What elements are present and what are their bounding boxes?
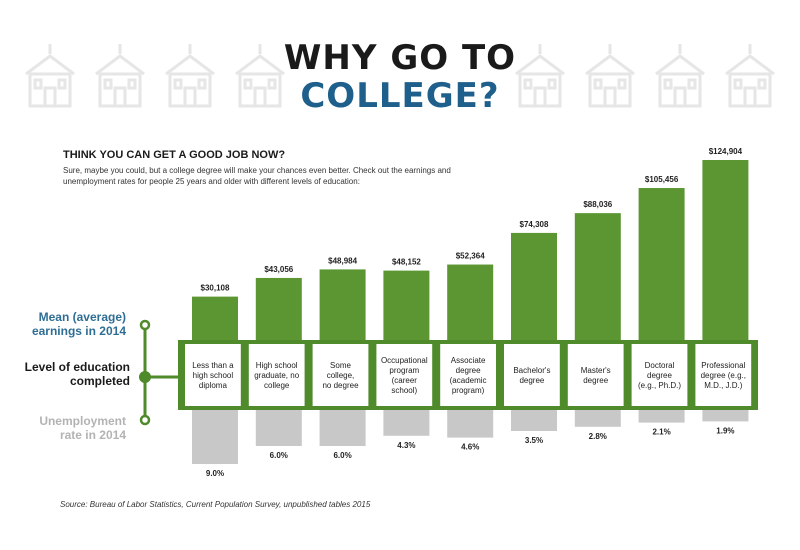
unemployment-bar	[383, 410, 430, 436]
education-category-cell	[504, 344, 560, 406]
unemployment-value-label: 2.8%	[589, 432, 607, 441]
source-note: Source: Bureau of Labor Statistics, Curr…	[60, 500, 371, 509]
education-category-cell	[695, 344, 752, 406]
education-category-cell	[440, 344, 496, 406]
school-building-icon	[725, 44, 775, 108]
earnings-bar	[638, 188, 685, 340]
education-category-cell	[312, 344, 369, 406]
bracket-dot-top	[139, 319, 151, 331]
education-category-cell	[567, 344, 624, 406]
page-title-line2: COLLEGE?	[300, 76, 500, 116]
school-building-icon	[235, 44, 285, 108]
education-category-label: Occupational program (career school)	[381, 356, 428, 395]
education-row-label: Level of education completed	[24, 360, 130, 388]
education-category-cell	[376, 344, 433, 406]
earnings-bar	[255, 277, 302, 340]
unemployment-value-label: 4.3%	[397, 441, 415, 450]
education-category-label: Bachelor's degree	[513, 366, 550, 385]
earnings-bar	[511, 232, 557, 340]
school-building-icon	[25, 44, 75, 108]
education-category-cell	[631, 344, 688, 406]
unemployment-value-label: 6.0%	[333, 451, 351, 460]
unemployment-bar	[192, 410, 238, 464]
school-building-icon	[585, 44, 635, 108]
earnings-value-label: $74,308	[520, 220, 549, 229]
page-title-line1: WHY GO TO	[283, 38, 517, 78]
background-decoration	[0, 40, 800, 120]
earnings-value-label: $124,904	[709, 147, 743, 156]
school-building-icon	[655, 44, 705, 108]
unemployment-bar	[319, 410, 366, 446]
unemployment-value-label: 4.6%	[461, 443, 479, 452]
education-category-label: High school graduate, no college	[254, 361, 299, 390]
education-category-label: Associate degree (academic program)	[450, 356, 487, 395]
unemployment-bar	[447, 410, 494, 438]
unemployment-bar	[511, 410, 557, 431]
subheading: THINK YOU CAN GET A GOOD JOB NOW?	[63, 149, 286, 161]
education-category-label: Master's degree	[581, 366, 611, 385]
education-category-label: Less than a high school diploma	[192, 361, 234, 390]
unemployment-bar	[574, 410, 621, 427]
earnings-value-label: $30,108	[201, 284, 230, 293]
education-category-label: Professional degree (e.g., M.D., J.D.)	[701, 361, 746, 390]
education-category-label: Some college, no degree	[322, 361, 359, 390]
unemployment-row-label: Unemployment rate in 2014	[39, 414, 126, 442]
bracket-dot-middle	[139, 371, 151, 383]
unemployment-bar	[702, 410, 749, 422]
earnings-value-label: $48,152	[392, 258, 421, 267]
school-building-icon	[515, 44, 565, 108]
earnings-bar	[702, 160, 749, 340]
earnings-value-label: $88,036	[583, 200, 612, 209]
earnings-bar	[192, 296, 238, 340]
unemployment-bar	[638, 410, 685, 423]
unemployment-value-label: 6.0%	[270, 451, 288, 460]
unemployment-value-label: 3.5%	[525, 436, 543, 445]
earnings-value-label: $105,456	[645, 175, 679, 184]
education-category-cell	[185, 344, 241, 406]
earnings-bar	[383, 270, 430, 340]
intro-text: Sure, maybe you could, but a college deg…	[63, 166, 451, 186]
earnings-value-label: $52,364	[456, 252, 485, 261]
earnings-value-label: $48,984	[328, 256, 357, 265]
unemployment-value-label: 2.1%	[652, 428, 670, 437]
unemployment-bar	[255, 410, 302, 446]
earnings-value-label: $43,056	[264, 265, 293, 274]
school-building-icon	[95, 44, 145, 108]
education-category-cell	[248, 344, 305, 406]
school-building-icon	[165, 44, 215, 108]
education-category-label: Doctoral degree (e.g., Ph.D.)	[638, 361, 681, 390]
earnings-bar	[319, 269, 366, 340]
earnings-bar	[574, 213, 621, 340]
unemployment-value-label: 9.0%	[206, 469, 224, 478]
bracket-dot-bottom	[139, 414, 151, 426]
unemployment-value-label: 1.9%	[716, 426, 734, 435]
earnings-bar	[447, 264, 494, 340]
earnings-row-label: Mean (average) earnings in 2014	[31, 310, 126, 338]
